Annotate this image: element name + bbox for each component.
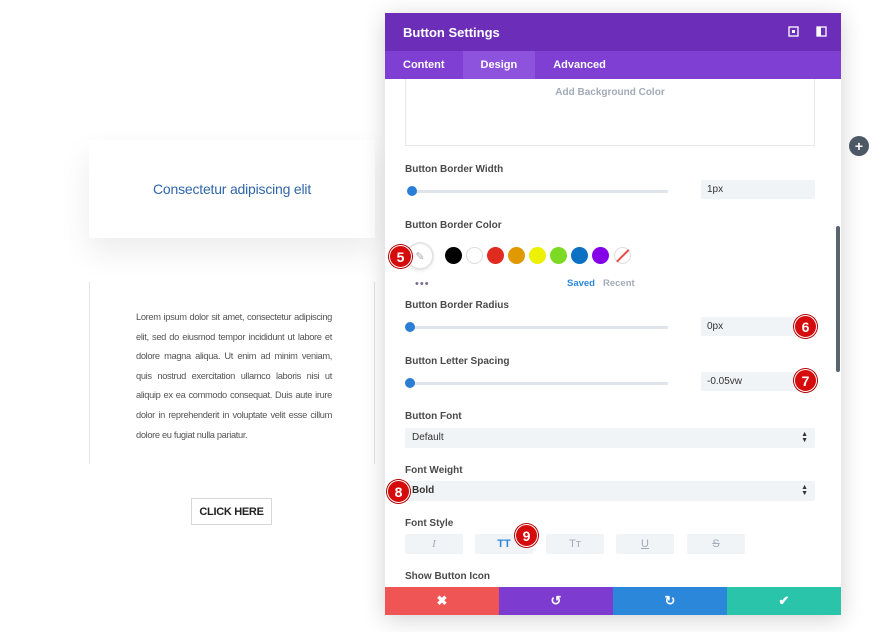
strikethrough-button[interactable]: S [687,534,745,554]
swatch-green[interactable] [550,247,567,264]
background-color-box[interactable]: Add Background Color [405,79,815,146]
redo-button[interactable]: ↻ [613,587,727,615]
border-width-slider[interactable] [407,186,668,196]
save-button[interactable]: ✔ [727,587,841,615]
font-weight-label: Font Weight [405,465,463,476]
annotation-badge-7: 7 [794,369,817,392]
sidebar-toggle-icon[interactable] [815,25,827,37]
select-arrows-icon: ▲ ▼ [801,484,808,497]
annotation-badge-8: 8 [387,480,410,503]
more-colors-icon[interactable]: ••• [415,278,430,290]
border-width-label: Button Border Width [405,164,504,175]
saved-colors-tab[interactable]: Saved [567,278,595,289]
letter-spacing-input[interactable]: -0.05vw [701,372,815,391]
italic-button[interactable]: I [405,534,463,554]
slider-handle[interactable] [405,378,415,388]
letter-spacing-slider[interactable] [405,378,668,388]
font-weight-select[interactable]: Bold ▲ ▼ [405,481,815,501]
panel-title: Button Settings [403,24,500,40]
capitalize-button[interactable]: Tт [546,534,604,554]
swatch-black[interactable] [445,247,462,264]
font-weight-value: Bold [412,485,435,496]
slider-handle[interactable] [407,186,417,196]
add-module-button[interactable]: + [849,136,869,156]
slider-handle[interactable] [405,322,415,332]
annotation-badge-9: 9 [515,524,538,547]
swatch-yellow[interactable] [529,247,546,264]
recent-colors-tab[interactable]: Recent [603,278,635,289]
button-font-select[interactable]: Default ▲ ▼ [405,428,815,448]
swatch-none-icon[interactable] [614,247,631,264]
eyedropper-icon[interactable]: ✎ [408,244,432,268]
font-style-label: Font Style [405,518,454,529]
panel-header: Button Settings [385,13,841,51]
expand-icon[interactable] [787,25,799,37]
underline-button[interactable]: U [616,534,674,554]
letter-spacing-label: Button Letter Spacing [405,356,510,367]
click-here-button[interactable]: CLICK HERE [191,498,272,525]
panel-footer: ✖ ↺ ↻ ✔ [385,587,841,615]
cancel-button[interactable]: ✖ [385,587,499,615]
swatch-blue[interactable] [571,247,588,264]
tab-content[interactable]: Content [403,59,445,71]
border-radius-slider[interactable] [405,322,668,332]
text-column: Lorem ipsum dolor sit amet, consectetur … [89,282,375,464]
undo-button[interactable]: ↺ [499,587,613,615]
button-font-value: Default [412,432,444,443]
settings-content: Add Background Color Button Border Width… [385,79,841,587]
annotation-badge-6: 6 [794,315,817,338]
border-radius-label: Button Border Radius [405,300,509,311]
swatch-red[interactable] [487,247,504,264]
swatch-orange[interactable] [508,247,525,264]
swatch-white[interactable] [466,247,483,264]
button-font-label: Button Font [405,411,462,422]
tab-advanced[interactable]: Advanced [553,59,606,71]
panel-scrollbar[interactable] [836,226,840,372]
show-icon-label: Show Button Icon [405,571,490,582]
settings-panel: Button Settings Content Design Advanced … [385,13,841,615]
body-paragraph: Lorem ipsum dolor sit amet, consectetur … [136,312,332,440]
select-arrows-icon: ▲ ▼ [801,431,808,444]
tab-design[interactable]: Design [462,51,536,79]
border-color-label: Button Border Color [405,220,502,231]
add-background-label: Add Background Color [555,87,665,98]
hero-card: Consectetur adipiscing elit [89,140,375,238]
hero-heading: Consectetur adipiscing elit [152,181,312,197]
border-radius-input[interactable]: 0px [701,317,815,336]
swatch-purple[interactable] [592,247,609,264]
border-width-input[interactable]: 1px [701,180,815,199]
color-swatch-row: ✎ ••• Saved Recent [405,244,815,290]
tab-bar: Content Design Advanced [385,51,841,79]
annotation-badge-5: 5 [389,245,412,268]
